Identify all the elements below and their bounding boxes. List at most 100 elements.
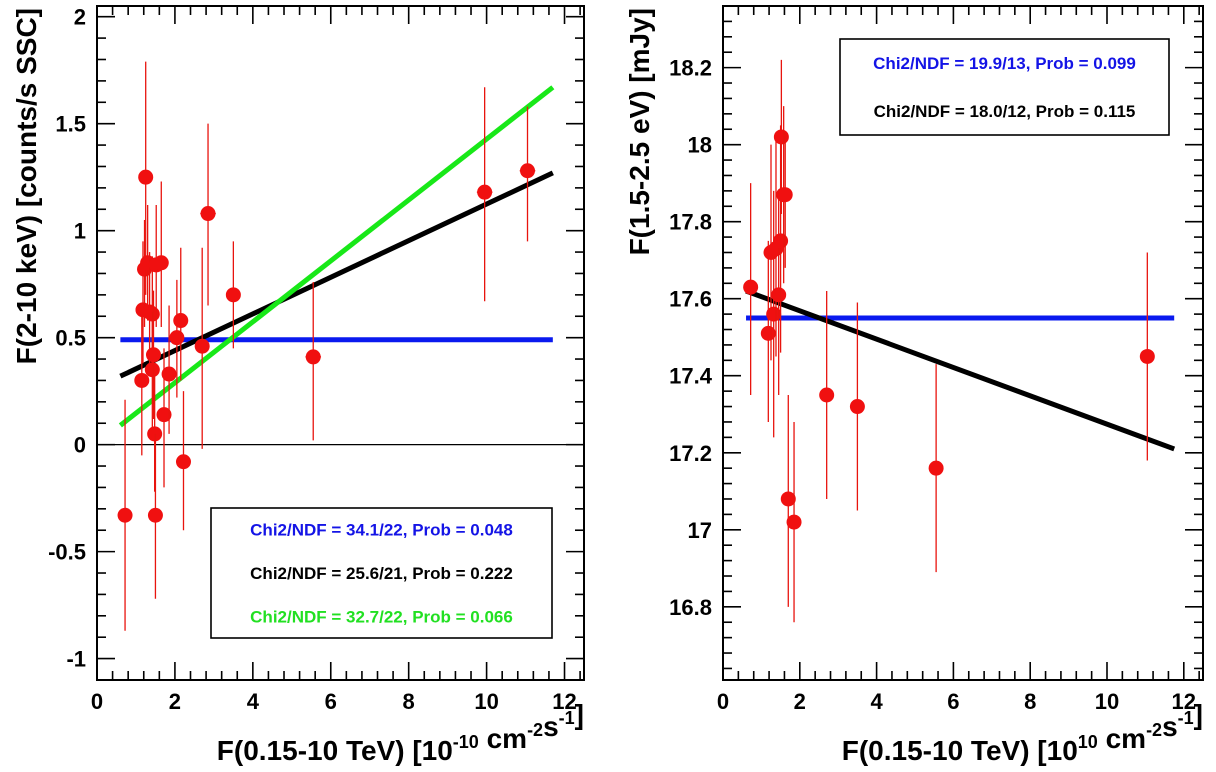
marker: [780, 491, 796, 507]
marker: [134, 372, 150, 388]
y-tick-label: 0.5: [55, 326, 86, 351]
data-point: [786, 421, 802, 623]
legend-entry: Chi2/NDF = 18.0/12, Prob = 0.115: [874, 102, 1136, 121]
y-tick-label: 18.2: [669, 56, 712, 81]
y-tick-label: 2: [74, 5, 86, 30]
data-point: [153, 181, 169, 327]
data-point: [777, 133, 793, 268]
marker: [138, 169, 154, 185]
marker: [161, 366, 177, 382]
x-tick-label: 2: [169, 689, 181, 714]
x-tick-label: 10: [474, 689, 498, 714]
legend-box: [839, 38, 1170, 136]
marker: [156, 407, 172, 423]
marker: [147, 507, 163, 523]
y-axis-title: F(2-10 keV) [counts/s SSC]: [11, 8, 42, 364]
x-tick-label: 6: [325, 689, 337, 714]
marker: [773, 129, 789, 145]
legend: Chi2/NDF = 19.9/13, Prob = 0.099 Chi2/NDF…: [839, 38, 1170, 136]
y-tick-label: 16.8: [669, 595, 712, 620]
fit-line-2: [118, 85, 555, 428]
marker: [477, 184, 493, 200]
y-tick-label: -0.5: [48, 540, 86, 565]
data-point: [760, 240, 776, 422]
y-tick-label: -1: [66, 647, 86, 672]
marker: [777, 187, 793, 203]
legend-entry: Chi2/NDF = 34.1/22, Prob = 0.048: [250, 521, 513, 540]
data-point: [476, 87, 493, 302]
marker: [144, 362, 160, 378]
y-tick-label: 1.5: [55, 112, 86, 137]
x-tick-label: 0: [91, 689, 103, 714]
marker: [849, 399, 865, 415]
legend-entry: Chi2/NDF = 19.9/13, Prob = 0.099: [873, 54, 1136, 73]
marker: [305, 349, 321, 365]
marker: [771, 287, 787, 303]
y-tick-label: 0: [74, 433, 86, 458]
x-tick-label: 8: [403, 689, 415, 714]
data-point: [928, 364, 944, 573]
marker: [117, 507, 133, 523]
marker: [743, 279, 759, 295]
y-tick-label: 17.2: [669, 441, 712, 466]
y-tick-label: 17: [688, 518, 712, 543]
marker: [194, 338, 210, 354]
fit-line-1: [745, 288, 1176, 452]
data-point: [145, 290, 161, 419]
data-point: [225, 241, 241, 349]
marker: [145, 347, 161, 363]
marker: [173, 313, 189, 329]
y-axis-title: F(1.5-2.5 eV) [mJy]: [624, 8, 655, 255]
marker: [225, 287, 241, 303]
data-point: [147, 376, 163, 492]
data-point: [117, 399, 133, 631]
data-point: [173, 247, 189, 381]
data-point: [849, 302, 865, 511]
x-tick-label: 10: [1095, 689, 1119, 714]
marker: [1139, 348, 1155, 364]
legend-entry: Chi2/NDF = 25.6/21, Prob = 0.222: [250, 564, 513, 583]
plot-frame: [722, 5, 1204, 681]
data-point: [200, 123, 216, 306]
y-tick-label: 17.6: [669, 287, 712, 312]
fit-line-1: [119, 170, 554, 379]
marker: [200, 206, 216, 222]
y-tick-label: 18: [688, 133, 712, 158]
marker: [147, 426, 163, 442]
marker: [773, 233, 789, 249]
x-axis-title: F(0.15-10 TeV) [10-10 cm-2s-1]: [217, 699, 584, 766]
x-tick-label: 4: [247, 689, 260, 714]
marker: [760, 325, 776, 341]
data-point: [147, 433, 163, 599]
data-point: [305, 282, 322, 441]
y-tick-label: 1: [74, 219, 86, 244]
marker: [520, 163, 536, 179]
left-panel: 0 2 4 6 8 10 12 -1 -0.5 0 0.5 1 1.5 2 F(2-10 keV) [cou…: [11, 5, 585, 766]
data-point: [175, 391, 191, 531]
marker: [169, 330, 185, 346]
marker: [766, 306, 782, 322]
data-point: [134, 311, 150, 456]
data-point: [161, 305, 177, 434]
x-tick-label: 8: [1024, 689, 1036, 714]
data-point: [194, 247, 210, 449]
data-point: [743, 183, 759, 395]
x-tick-label: 4: [870, 689, 883, 714]
legend-entry: Chi2/NDF = 32.7/22, Prob = 0.066: [250, 607, 513, 626]
y-tick-label: 17.8: [669, 210, 712, 235]
plot-frame: [96, 5, 585, 681]
marker: [786, 514, 802, 530]
legend-box: [210, 507, 553, 639]
x-tick-label: 12: [1172, 689, 1196, 714]
data-point: [766, 190, 782, 438]
x-tick-label: 2: [794, 689, 806, 714]
data-point: [819, 291, 835, 499]
data-point: [780, 394, 796, 607]
marker: [819, 387, 835, 403]
x-tick-label: 0: [717, 689, 729, 714]
marker: [153, 255, 169, 271]
marker: [928, 460, 944, 476]
x-tick-label: 6: [947, 689, 959, 714]
x-tick-label: 12: [552, 689, 576, 714]
